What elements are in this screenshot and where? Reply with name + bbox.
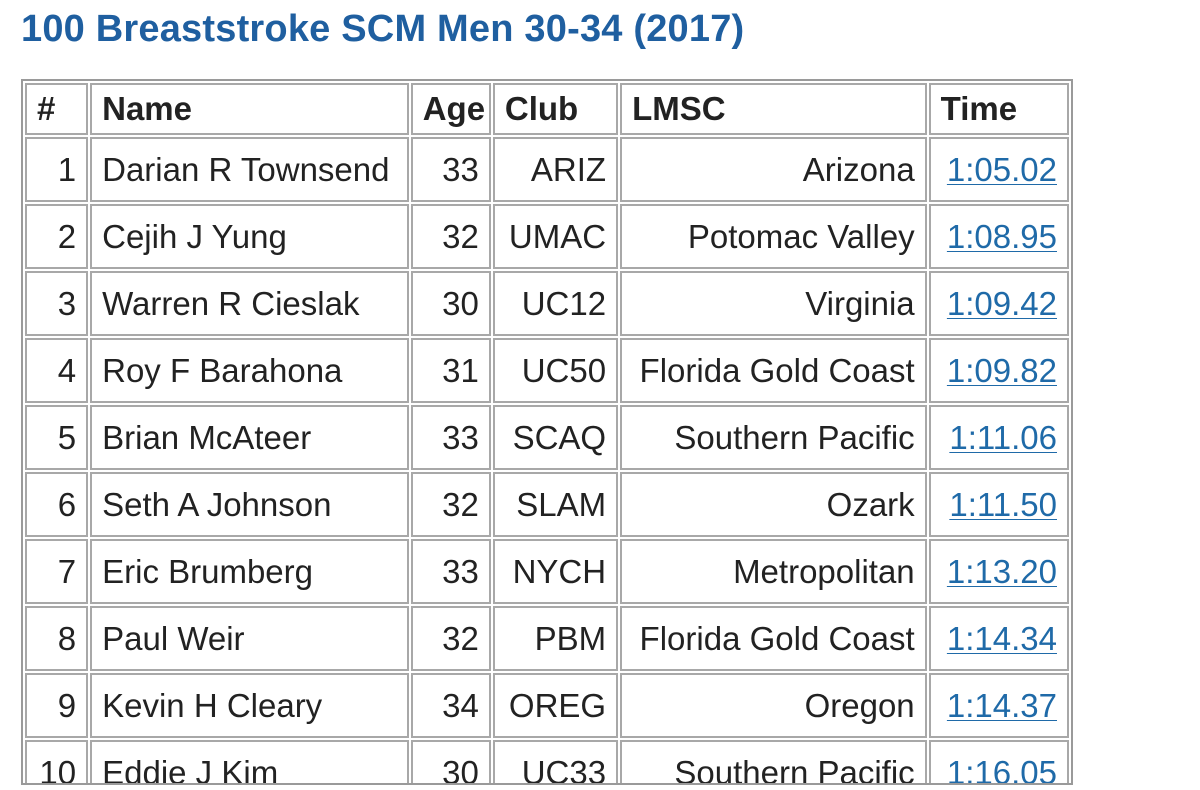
- age-cell: 30: [410, 271, 491, 336]
- time-cell: 1:11.06: [928, 405, 1069, 470]
- lmsc-cell: Florida Gold Coast: [620, 606, 927, 671]
- place-cell: 3: [25, 271, 89, 336]
- place-cell: 8: [25, 606, 89, 671]
- age-cell: 32: [410, 204, 491, 269]
- time-link[interactable]: 1:09.82: [946, 351, 1057, 389]
- time-link[interactable]: 1:14.37: [946, 686, 1057, 724]
- time-link[interactable]: 1:11.06: [949, 418, 1057, 456]
- lmsc-cell: Potomac Valley: [620, 204, 927, 269]
- time-cell: 1:13.20: [928, 539, 1069, 604]
- place-cell: 5: [25, 405, 89, 470]
- age-cell: 33: [410, 137, 491, 202]
- place-cell: 4: [25, 338, 89, 403]
- time-link[interactable]: 1:13.20: [946, 552, 1057, 590]
- age-cell: 34: [410, 673, 491, 738]
- swimmer-name-cell: Roy F Barahona: [90, 338, 409, 403]
- time-link[interactable]: 1:09.42: [946, 284, 1057, 322]
- age-cell: 32: [410, 606, 491, 671]
- column-header-club: Club: [492, 83, 619, 135]
- age-cell: 31: [410, 338, 491, 403]
- table-row: 6 Seth A Johnson 32 SLAM Ozark 1:11.50: [25, 472, 1069, 537]
- swimmer-name-cell: Kevin H Cleary: [90, 673, 409, 738]
- place-cell: 7: [25, 539, 89, 604]
- time-link[interactable]: 1:11.50: [949, 485, 1057, 523]
- table-row: 2 Cejih J Yung 32 UMAC Potomac Valley 1:…: [25, 204, 1069, 269]
- place-cell: 1: [25, 137, 89, 202]
- lmsc-cell: Ozark: [620, 472, 927, 537]
- age-cell: 30: [410, 740, 491, 783]
- table-row: 5 Brian McAteer 33 SCAQ Southern Pacific…: [25, 405, 1069, 470]
- header-row: # Name Age Club LMSC Time: [25, 83, 1069, 135]
- time-link[interactable]: 1:05.02: [946, 150, 1057, 188]
- column-header-time: Time: [928, 83, 1069, 135]
- column-header-name: Name: [90, 83, 409, 135]
- swimmer-name-cell: Cejih J Yung: [90, 204, 409, 269]
- table-row: 10 Eddie J Kim 30 UC33 Southern Pacific …: [25, 740, 1069, 785]
- swimmer-name-cell: Eric Brumberg: [90, 539, 409, 604]
- lmsc-cell: Southern Pacific: [620, 740, 927, 783]
- lmsc-cell: Metropolitan: [620, 539, 927, 604]
- time-link[interactable]: 1:16.05: [946, 753, 1057, 785]
- swimmer-name-cell: Warren R Cieslak: [90, 271, 409, 336]
- swimmer-name-cell: Seth A Johnson: [90, 472, 409, 537]
- results-table-body: 1 Darian R Townsend 33 ARIZ Arizona 1:05…: [25, 137, 1069, 785]
- lmsc-cell: Florida Gold Coast: [620, 338, 927, 403]
- column-header-lmsc: LMSC: [620, 83, 927, 135]
- column-header-place: #: [25, 83, 89, 135]
- results-table-header: # Name Age Club LMSC Time: [25, 83, 1069, 135]
- time-link[interactable]: 1:14.34: [946, 619, 1057, 657]
- column-header-age: Age: [410, 83, 491, 135]
- place-cell: 2: [25, 204, 89, 269]
- club-cell: UC12: [492, 271, 619, 336]
- swimmer-name-cell: Darian R Townsend: [90, 137, 409, 202]
- time-cell: 1:09.42: [928, 271, 1069, 336]
- place-cell: 10: [25, 740, 89, 783]
- place-cell: 6: [25, 472, 89, 537]
- page-title: 100 Breaststroke SCM Men 30-34 (2017): [21, 8, 745, 50]
- lmsc-cell: Arizona: [620, 137, 927, 202]
- time-cell: 1:14.37: [928, 673, 1069, 738]
- table-row: 3 Warren R Cieslak 30 UC12 Virginia 1:09…: [25, 271, 1069, 336]
- swimmer-name-cell: Paul Weir: [90, 606, 409, 671]
- swimmer-name-cell: Brian McAteer: [90, 405, 409, 470]
- lmsc-cell: Virginia: [620, 271, 927, 336]
- club-cell: OREG: [492, 673, 619, 738]
- club-cell: NYCH: [492, 539, 619, 604]
- age-cell: 33: [410, 539, 491, 604]
- time-cell: 1:08.95: [928, 204, 1069, 269]
- club-cell: SLAM: [492, 472, 619, 537]
- table-row: 8 Paul Weir 32 PBM Florida Gold Coast 1:…: [25, 606, 1069, 671]
- time-cell: 1:14.34: [928, 606, 1069, 671]
- age-cell: 32: [410, 472, 491, 537]
- results-table-container: # Name Age Club LMSC Time 1 Darian R Tow…: [21, 79, 1073, 785]
- age-cell: 33: [410, 405, 491, 470]
- time-cell: 1:09.82: [928, 338, 1069, 403]
- time-cell: 1:11.50: [928, 472, 1069, 537]
- time-link[interactable]: 1:08.95: [946, 217, 1057, 255]
- lmsc-cell: Oregon: [620, 673, 927, 738]
- swimmer-name-cell: Eddie J Kim: [90, 740, 409, 783]
- club-cell: UC50: [492, 338, 619, 403]
- club-cell: UMAC: [492, 204, 619, 269]
- table-row: 7 Eric Brumberg 33 NYCH Metropolitan 1:1…: [25, 539, 1069, 604]
- club-cell: SCAQ: [492, 405, 619, 470]
- table-row: 9 Kevin H Cleary 34 OREG Oregon 1:14.37: [25, 673, 1069, 738]
- club-cell: UC33: [492, 740, 619, 783]
- time-cell: 1:05.02: [928, 137, 1069, 202]
- time-cell: 1:16.05: [928, 740, 1069, 785]
- club-cell: PBM: [492, 606, 619, 671]
- lmsc-cell: Southern Pacific: [620, 405, 927, 470]
- place-cell: 9: [25, 673, 89, 738]
- table-row: 4 Roy F Barahona 31 UC50 Florida Gold Co…: [25, 338, 1069, 403]
- results-table: # Name Age Club LMSC Time 1 Darian R Tow…: [23, 81, 1071, 785]
- club-cell: ARIZ: [492, 137, 619, 202]
- table-row: 1 Darian R Townsend 33 ARIZ Arizona 1:05…: [25, 137, 1069, 202]
